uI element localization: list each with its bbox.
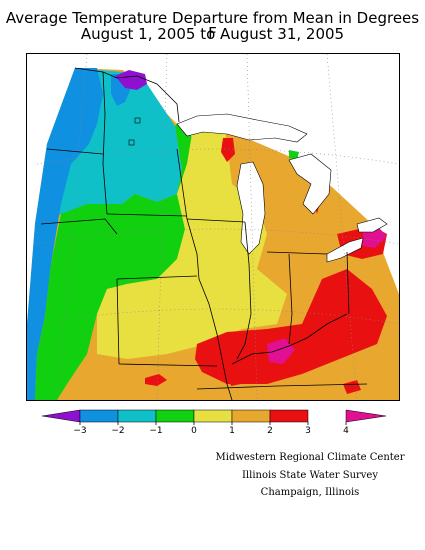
map-region-magenta-east [363, 228, 387, 248]
map-region-red-spot-5 [227, 372, 241, 386]
legend-swatch [155, 409, 195, 423]
border-mn-ia [106, 213, 188, 217]
lake-ontario [356, 217, 388, 233]
legend-tick-label: −1 [149, 426, 163, 436]
legend-swatch [79, 409, 119, 423]
legend-bar [41, 409, 387, 425]
legend-swatch [193, 409, 233, 423]
border-ia-mo [116, 275, 198, 280]
lake-superior [176, 113, 308, 143]
legend-tick-label: 3 [305, 426, 311, 436]
legend-swatch [269, 409, 309, 423]
border-sd-ne [40, 218, 118, 235]
legend-tick-label: 4 [343, 426, 349, 436]
border-ky-tn [196, 383, 368, 390]
map-region-blue [27, 68, 103, 400]
border-mississippi [176, 148, 233, 400]
map-region-purple [115, 70, 147, 90]
border-ks-mo [116, 278, 120, 365]
legend-tick-label: −3 [73, 426, 87, 436]
great-lakes [176, 113, 388, 263]
border-in-oh [288, 253, 293, 345]
border-mo-ar [118, 363, 218, 367]
map-marker-2 [134, 117, 141, 124]
map-region-green [35, 124, 192, 400]
credit-survey: Illinois State Water Survey [241, 470, 378, 481]
legend-swatch [231, 409, 271, 423]
border-oh-pa [346, 251, 350, 315]
lake-michigan [236, 161, 266, 255]
lake-erie [326, 237, 364, 263]
map-region-magenta-south [267, 338, 295, 364]
map-date-range: August 1, 2005 to August 31, 2005 [80, 25, 345, 43]
map-canvas [27, 54, 399, 400]
legend-tick-label: −2 [111, 426, 125, 436]
map-region-red-spot-3 [145, 374, 167, 386]
legend-tick-label: 1 [229, 426, 235, 436]
legend-tick-label: 0 [191, 426, 197, 436]
map-title: Average Temperature Departure from Mean … [5, 9, 420, 42]
color-legend: −3 −2 −1 0 1 2 3 4 [38, 408, 390, 440]
map-region-red-spot-1 [221, 138, 235, 162]
legend-swatch [345, 409, 387, 423]
border-wi-il [186, 218, 246, 223]
legend-swatch [117, 409, 157, 423]
border-nd-sd [46, 148, 104, 155]
border-mi-oh [266, 251, 328, 255]
map-region-green-spot [289, 150, 299, 160]
map-marker-1 [128, 139, 135, 146]
border-il-in [236, 221, 252, 360]
graticule [30, 54, 399, 400]
border-mn-west [102, 71, 108, 215]
lake-huron [288, 153, 332, 215]
credit-center: Midwestern Regional Climate Center [215, 452, 405, 463]
map-region-red-spot-4 [343, 380, 361, 394]
legend-swatch [41, 409, 81, 423]
border-ohio-river [231, 313, 348, 365]
legend-tick-label: 2 [267, 426, 273, 436]
credit-location: Champaign, Illinois [260, 487, 360, 498]
state-boundaries [40, 67, 368, 400]
temperature-departure-map [26, 53, 400, 401]
